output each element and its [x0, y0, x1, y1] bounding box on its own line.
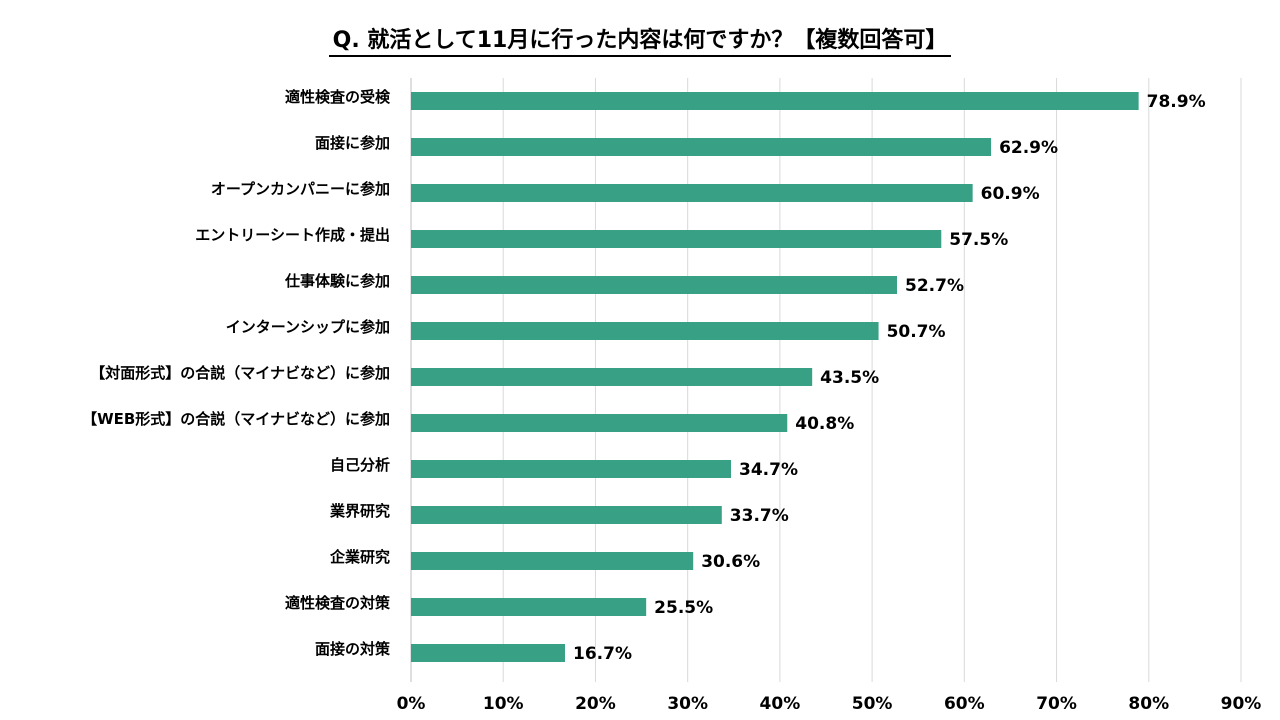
- category-label: エントリーシート作成・提出: [195, 226, 390, 244]
- x-tick-label: 30%: [667, 694, 708, 714]
- data-label: 16.7%: [573, 644, 632, 664]
- bar: [411, 322, 879, 340]
- category-label: 面接に参加: [315, 134, 390, 152]
- category-label: 【対面形式】の合説（マイナビなど）に参加: [90, 364, 390, 382]
- data-label: 78.9%: [1147, 92, 1206, 112]
- bar: [411, 276, 898, 294]
- bar: [411, 230, 942, 248]
- category-label: オープンカンパニーに参加: [211, 180, 390, 198]
- category-label: 自己分析: [330, 456, 390, 474]
- x-tick-label: 80%: [1128, 694, 1169, 714]
- bar: [411, 368, 813, 386]
- data-label: 33.7%: [730, 506, 789, 526]
- data-label: 43.5%: [820, 368, 879, 388]
- x-tick-label: 20%: [575, 694, 616, 714]
- data-label: 50.7%: [887, 322, 946, 342]
- category-label: 【WEB形式】の合説（マイナビなど）に参加: [82, 410, 390, 428]
- data-label: 62.9%: [999, 138, 1058, 158]
- category-label: 企業研究: [329, 548, 390, 566]
- x-tick-label: 50%: [852, 694, 893, 714]
- x-tick-label: 70%: [1036, 694, 1077, 714]
- bar: [411, 506, 722, 524]
- data-label: 30.6%: [701, 552, 760, 572]
- bar: [411, 552, 694, 570]
- bar: [411, 414, 788, 432]
- x-tick-label: 60%: [944, 694, 985, 714]
- x-tick-label: 90%: [1221, 694, 1262, 714]
- data-label: 60.9%: [981, 184, 1040, 204]
- data-label: 25.5%: [654, 598, 713, 618]
- category-label: 適性検査の対策: [285, 594, 391, 612]
- x-tick-label: 0%: [397, 694, 426, 714]
- category-label: 仕事体験に参加: [284, 272, 390, 290]
- bar: [411, 460, 732, 478]
- category-label: 業界研究: [329, 502, 390, 520]
- bar: [411, 138, 992, 156]
- x-tick-label: 40%: [760, 694, 801, 714]
- data-label: 40.8%: [795, 414, 854, 434]
- category-label: 面接の対策: [315, 640, 391, 658]
- category-label: 適性検査の受検: [285, 88, 391, 106]
- data-label: 57.5%: [949, 230, 1008, 250]
- x-tick-label: 10%: [483, 694, 524, 714]
- bar: [411, 644, 566, 662]
- chart-title-text: Q. 就活として11月に行った内容は何ですか？【複数回答可】: [328, 28, 952, 57]
- chart-title: Q. 就活として11月に行った内容は何ですか？【複数回答可】: [0, 22, 1280, 57]
- category-label: インターンシップに参加: [226, 318, 390, 336]
- bar: [411, 92, 1139, 110]
- data-label: 52.7%: [905, 276, 964, 296]
- bar: [411, 184, 973, 202]
- bar: [411, 598, 647, 616]
- data-label: 34.7%: [739, 460, 798, 480]
